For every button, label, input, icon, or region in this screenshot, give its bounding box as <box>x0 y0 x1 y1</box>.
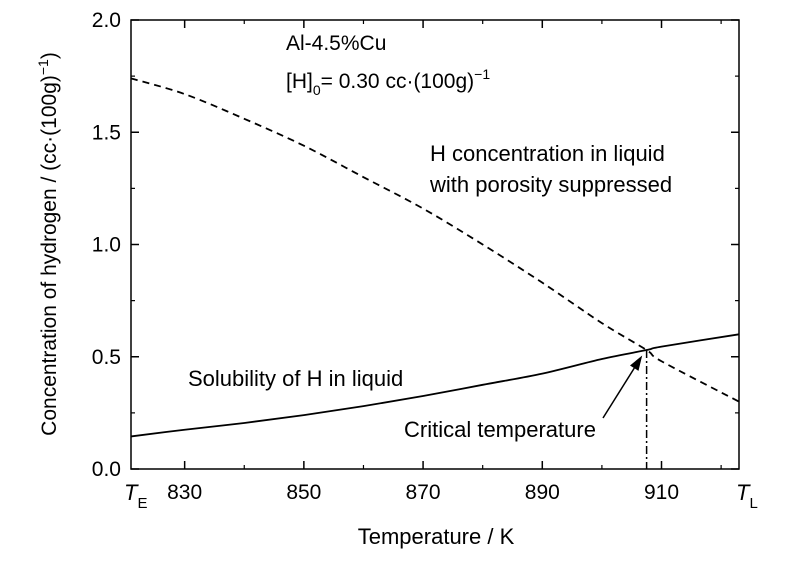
initial-h-annotation: [H]0= 0.30 cc·(100g)−1 <box>286 66 490 98</box>
x-axis-label: Temperature / K <box>358 524 515 549</box>
solubility-label: Solubility of H in liquid <box>188 366 403 391</box>
y-tick-label: 1.0 <box>92 234 121 257</box>
porosity-suppressed-curve <box>130 77 740 403</box>
y-tick-label: 2.0 <box>92 9 121 32</box>
y-axis-label: Concentration of hydrogen / (cc·(100g)−1… <box>35 52 61 436</box>
x-tick-label: 870 <box>406 481 441 504</box>
x-tick-label: 890 <box>525 481 560 504</box>
y-tick-label: 1.5 <box>92 121 121 144</box>
y-tick-label: 0.0 <box>92 458 121 481</box>
x-tick-label: 850 <box>286 481 321 504</box>
x-tick-label: 830 <box>167 481 202 504</box>
critical-temperature-label: Critical temperature <box>404 417 596 442</box>
y-tick-label: 0.5 <box>92 346 121 369</box>
series-layer <box>130 77 740 469</box>
axis-ticks: 0.0 0.5 1.0 1.5 2.0 830 850 870 890 910 <box>92 9 739 504</box>
solubility-curve <box>130 333 740 438</box>
x-tick-label: 910 <box>644 481 679 504</box>
alloy-annotation: Al-4.5%Cu <box>286 32 386 55</box>
porosity-label-line1: H concentration in liquid <box>430 141 665 166</box>
x-end-label-te: TE <box>124 480 147 512</box>
critical-temperature-arrowhead <box>629 355 643 371</box>
porosity-label-line2: with porosity suppressed <box>429 172 672 197</box>
x-end-label-tl: TL <box>736 480 758 512</box>
